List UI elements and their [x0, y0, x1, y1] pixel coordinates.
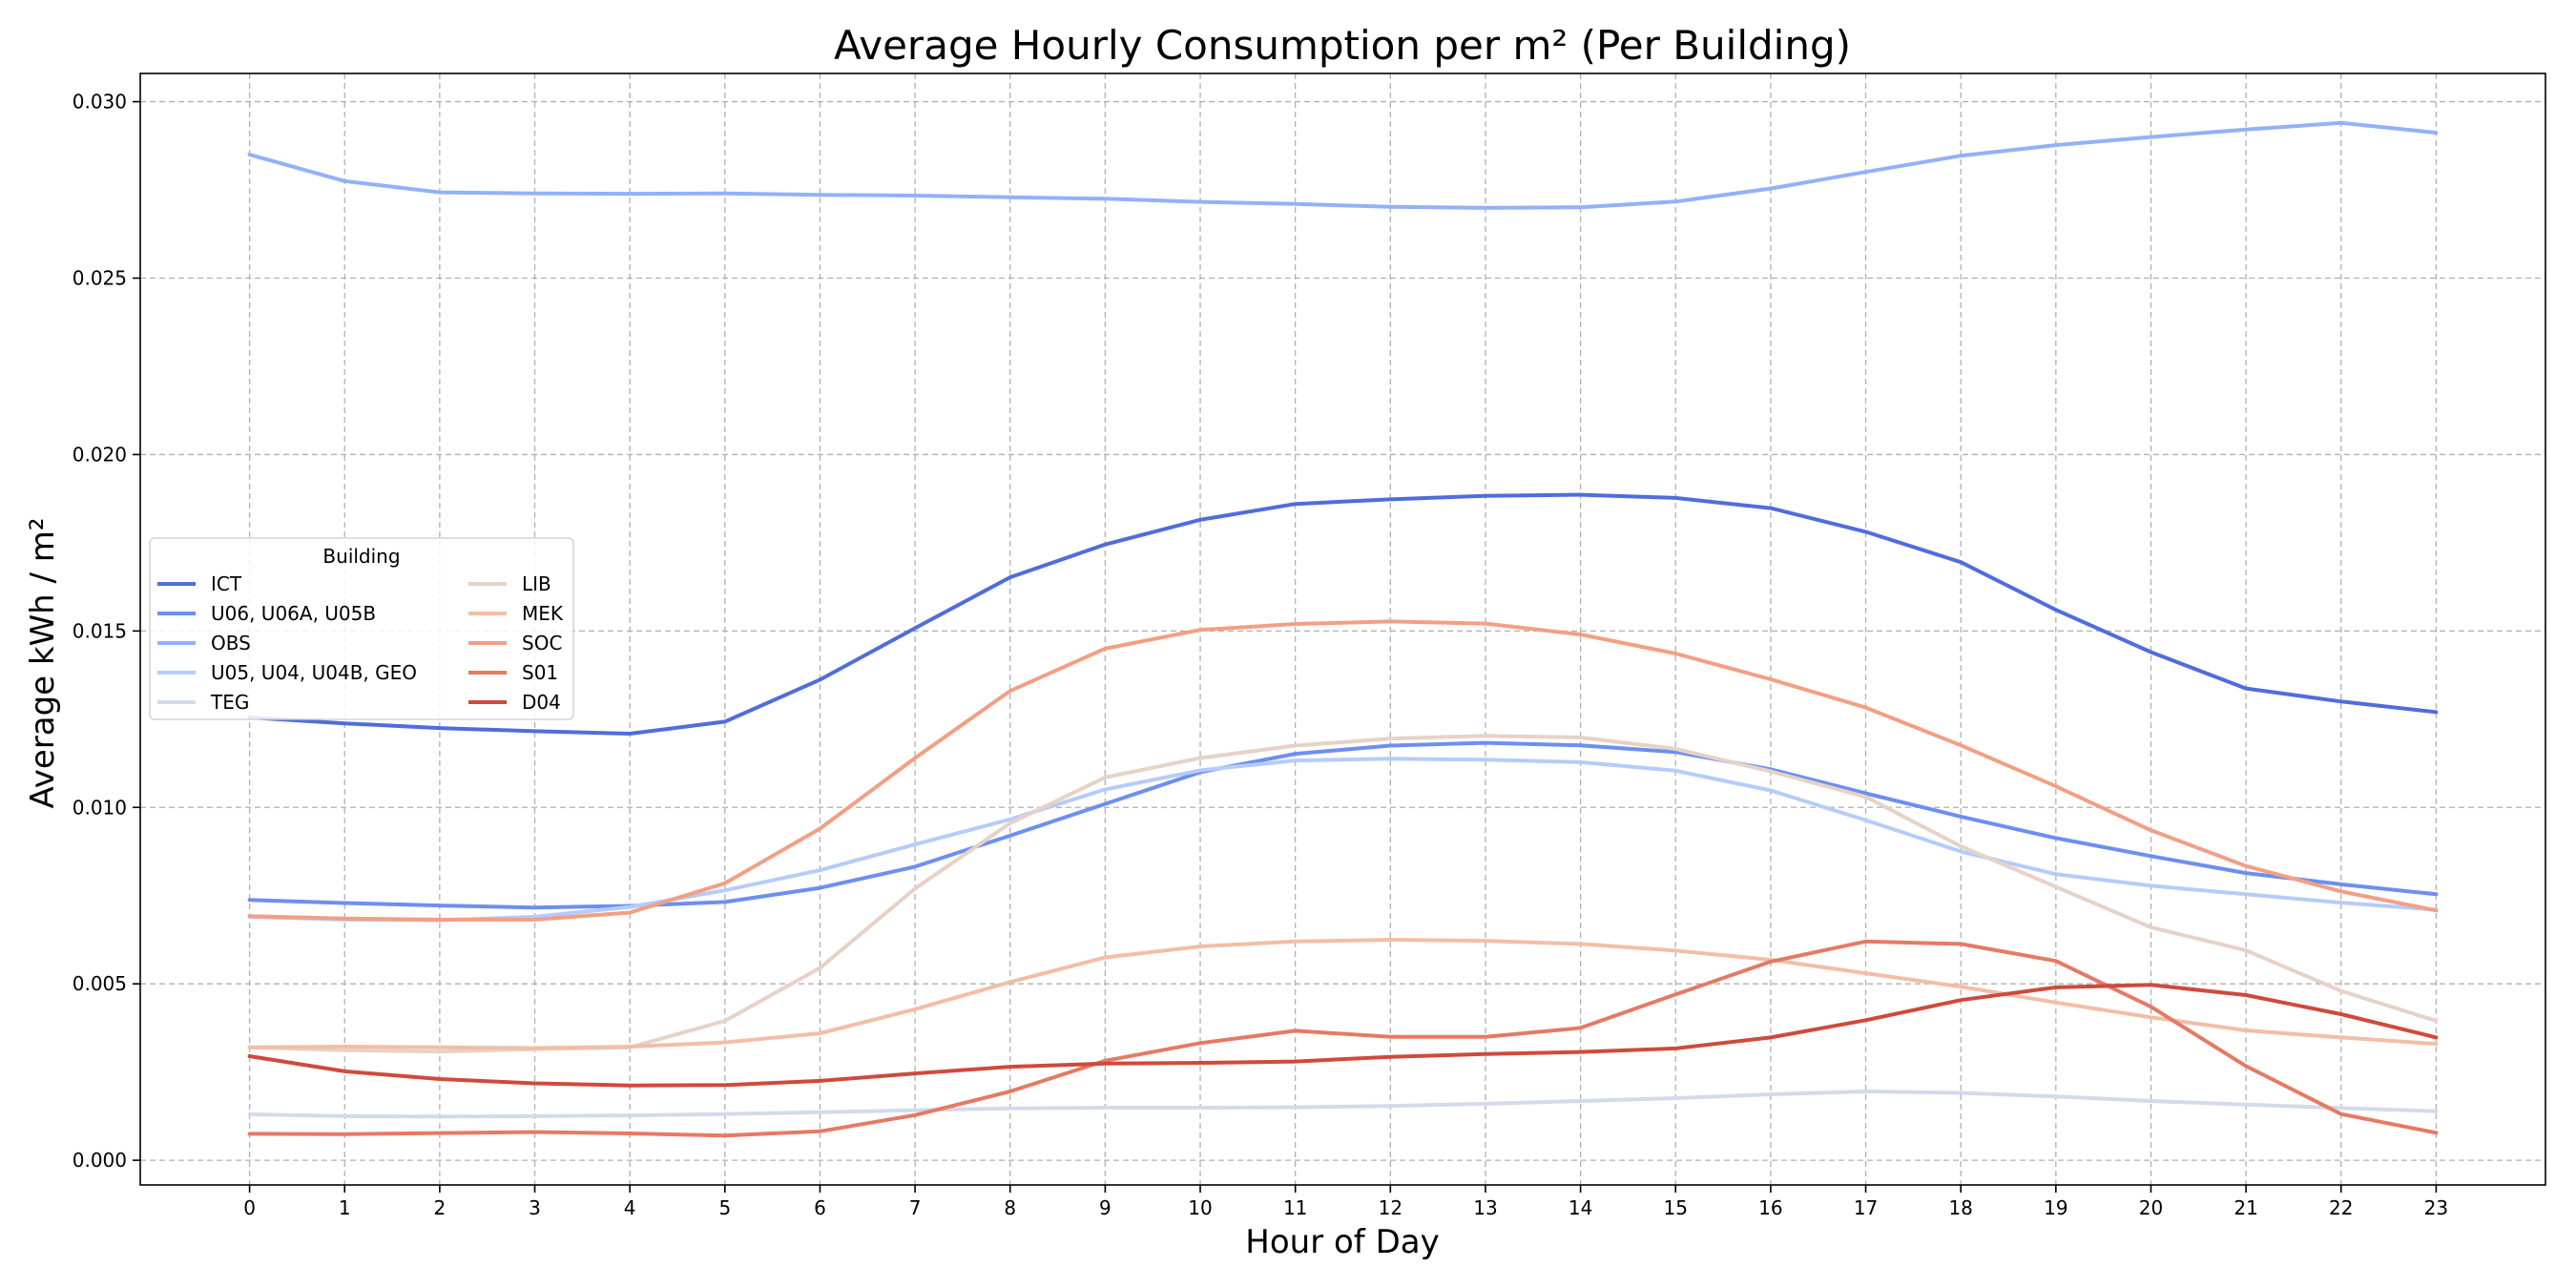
legend: Building ICT U06, U06A, U05B OBS U05, U04, … — [149, 537, 574, 720]
x-tick-label: 4 — [624, 1196, 636, 1219]
y-axis: 0.000 0.005 0.010 0.015 0.020 0.025 0.030 — [73, 91, 140, 1172]
legend-label: OBS — [211, 632, 251, 654]
legend-label: ICT — [211, 572, 242, 595]
series-line-u06-u06a-u05b — [247, 740, 2439, 910]
x-tick-label: 12 — [1379, 1196, 1402, 1219]
x-tick-label: 15 — [1664, 1196, 1688, 1219]
legend-label: MEK — [522, 602, 564, 625]
x-tick-label: 8 — [1004, 1196, 1016, 1219]
x-tick-label: 14 — [1568, 1196, 1592, 1219]
series-line-s01 — [247, 939, 2439, 1138]
plot-area-frame — [139, 73, 2546, 1186]
x-tick-label: 19 — [2044, 1196, 2067, 1219]
x-tick-label: 0 — [243, 1196, 256, 1219]
x-axis: 0 1 2 3 4 5 6 7 8 9 10 11 12 13 14 15 16 17 18 19 20 21 22 23 — [243, 1185, 2448, 1219]
x-tick-label: 20 — [2139, 1196, 2163, 1219]
series-line-u05-u04-u04b-geo — [247, 757, 2439, 923]
legend-label: LIB — [522, 572, 551, 595]
legend-label: U05, U04, U04B, GEO — [211, 661, 417, 684]
series-layer — [247, 120, 2439, 1138]
x-tick-label: 13 — [1473, 1196, 1497, 1219]
x-tick-label: 17 — [1854, 1196, 1878, 1219]
legend-label: SOC — [522, 632, 562, 654]
legend-label: TEG — [210, 691, 249, 714]
y-tick-label: 0.025 — [73, 267, 127, 290]
x-tick-label: 23 — [2424, 1196, 2448, 1219]
x-tick-label: 6 — [814, 1196, 826, 1219]
x-tick-label: 2 — [434, 1196, 447, 1219]
x-tick-label: 16 — [1758, 1196, 1782, 1219]
series-line-teg — [247, 1090, 2439, 1119]
x-tick-label: 10 — [1188, 1196, 1212, 1219]
series-line-d04 — [247, 983, 2439, 1088]
x-tick-label: 11 — [1283, 1196, 1307, 1219]
legend-label: U06, U06A, U05B — [211, 602, 376, 625]
x-tick-label: 21 — [2233, 1196, 2257, 1219]
legend-box — [149, 537, 574, 720]
legend-title: Building — [322, 545, 400, 568]
chart-title: Average Hourly Consumption per m² (Per B… — [834, 22, 1851, 69]
y-tick-label: 0.030 — [73, 91, 127, 114]
y-tick-label: 0.020 — [73, 443, 127, 466]
y-tick-label: 0.005 — [73, 972, 127, 995]
legend-label: S01 — [522, 661, 558, 684]
x-tick-label: 22 — [2329, 1196, 2353, 1219]
y-tick-label: 0.010 — [73, 796, 127, 819]
y-axis-title: Average kWh / m² — [24, 517, 62, 808]
y-tick-label: 0.000 — [73, 1149, 127, 1172]
x-tick-label: 5 — [718, 1196, 731, 1219]
legend-label: D04 — [522, 691, 561, 714]
x-tick-label: 1 — [339, 1196, 351, 1219]
series-line-lib — [247, 734, 2439, 1054]
series-line-obs — [247, 120, 2439, 210]
x-tick-label: 18 — [1948, 1196, 1972, 1219]
grid-layer — [140, 73, 2545, 1185]
series-line-mek — [247, 938, 2439, 1050]
series-line-ict — [247, 492, 2439, 736]
y-tick-label: 0.015 — [73, 619, 127, 642]
x-tick-label: 9 — [1099, 1196, 1111, 1219]
x-tick-label: 7 — [909, 1196, 922, 1219]
series-line-soc — [247, 619, 2439, 922]
x-axis-title: Hour of Day — [1245, 1223, 1439, 1261]
x-tick-label: 3 — [529, 1196, 541, 1219]
